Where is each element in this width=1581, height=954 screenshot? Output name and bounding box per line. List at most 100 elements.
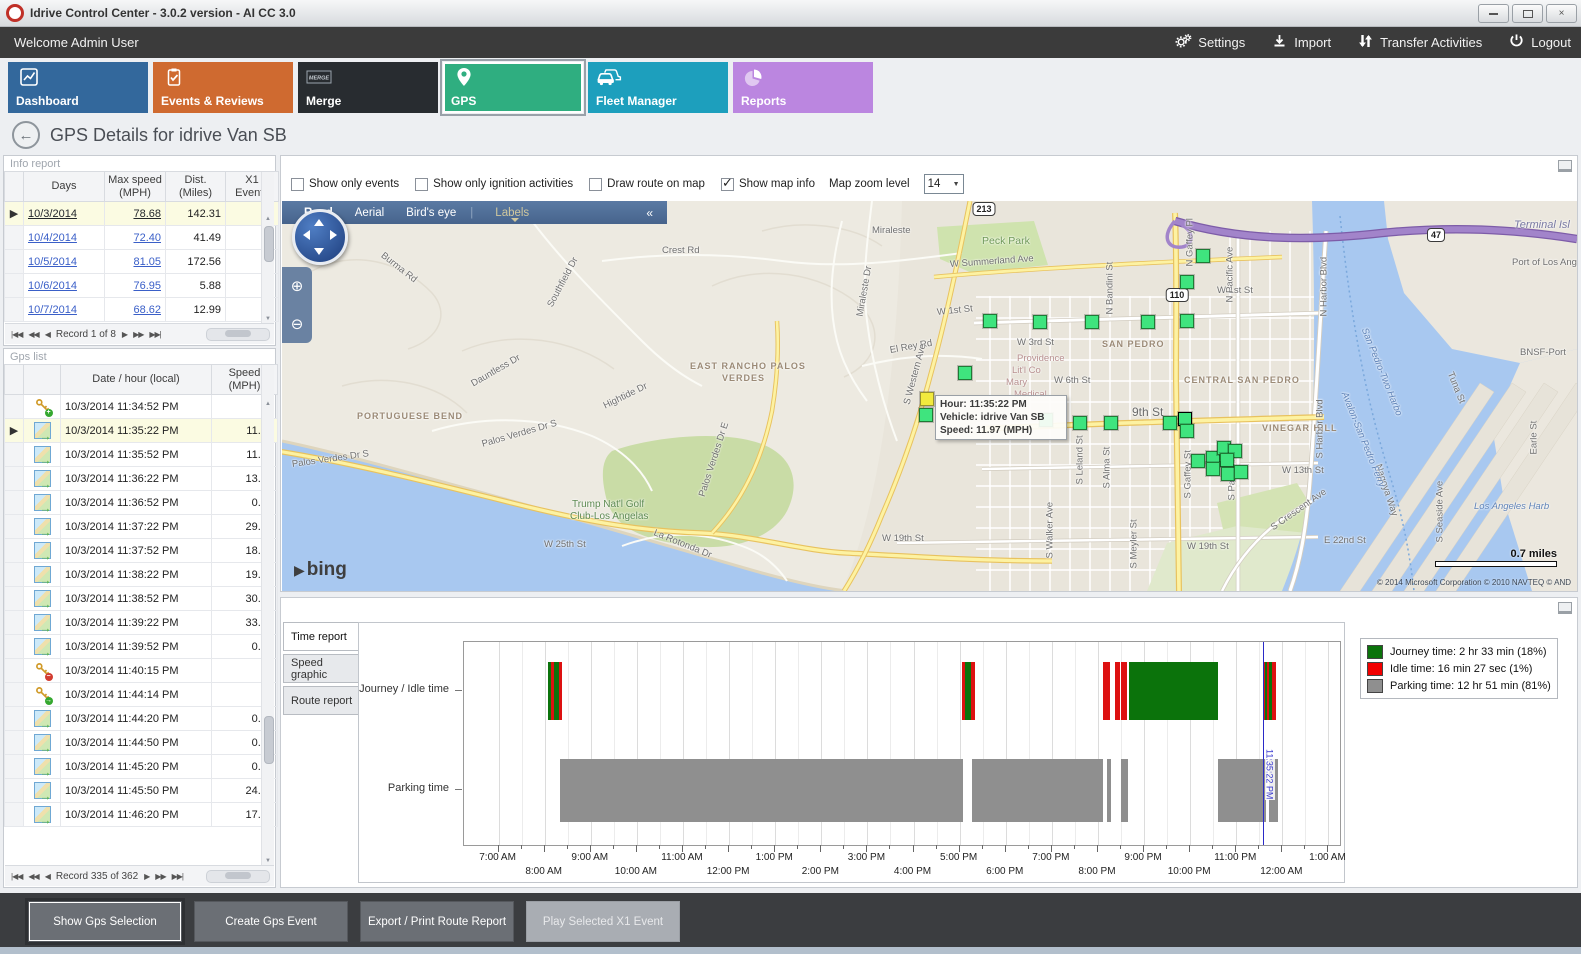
max-speed-link[interactable]: 68.62: [133, 303, 161, 316]
pager-prev-button[interactable]: ◀: [44, 329, 51, 339]
menu-action-settings[interactable]: Settings: [1175, 33, 1245, 52]
pan-south-icon[interactable]: [314, 248, 324, 260]
menu-action-transfer[interactable]: Transfer Activities: [1357, 33, 1482, 52]
table-row[interactable]: −10/3/2014 11:40:15 PM: [4, 658, 278, 684]
gps-scrollbar[interactable]: ▲ ▼: [261, 365, 274, 866]
footer-button-export-print-route-report[interactable]: Export / Print Route Report: [360, 901, 514, 942]
gps-marker[interactable]: [1220, 453, 1234, 467]
checkbox-show-only-events[interactable]: Show only events: [291, 177, 399, 191]
max-speed-link[interactable]: 76.95: [133, 279, 161, 292]
pager-prev-button[interactable]: ◀: [44, 871, 51, 881]
map-style-birdseye[interactable]: Bird's eye: [406, 206, 457, 219]
gps-marker[interactable]: [1085, 315, 1099, 329]
table-row[interactable]: → 10/3/2014 11:36:22 PM 13.28: [4, 466, 278, 492]
pager-last-button[interactable]: ▶▶|: [149, 329, 161, 339]
table-row[interactable]: 10/6/2014 76.95 5.88: [4, 273, 279, 299]
pan-west-icon[interactable]: [298, 230, 310, 240]
gps-marker[interactable]: [983, 314, 997, 328]
checkbox-draw-route-on-map[interactable]: Draw route on map: [589, 177, 705, 191]
gps-marker[interactable]: [1163, 416, 1177, 430]
table-row[interactable]: ▶ 10/3/2014 78.68 142.31: [4, 201, 279, 227]
table-row[interactable]: →10/3/2014 11:44:20 PM0.00: [4, 706, 278, 732]
footer-button-create-gps-event[interactable]: Create Gps Event: [194, 901, 348, 942]
checkbox-show-map-info[interactable]: Show map info: [720, 175, 815, 191]
table-row[interactable]: → 10/3/2014 11:38:22 PM 19.70: [4, 562, 278, 588]
checkbox-box[interactable]: [291, 177, 304, 191]
table-row[interactable]: → 10/3/2014 11:45:50 PM 24.75: [4, 778, 278, 804]
pager-last-button[interactable]: ▶▶|: [171, 871, 184, 881]
zoom-in-button[interactable]: ⊕: [290, 278, 304, 295]
pager-fastnext-button[interactable]: ▶▶: [155, 871, 166, 881]
tab-time-report[interactable]: Time report: [283, 622, 361, 651]
table-row[interactable]: → 10/3/2014 11:46:20 PM 17.93: [4, 802, 278, 828]
checkbox-box[interactable]: [415, 177, 429, 191]
table-row[interactable]: →10/3/2014 11:44:50 PM0.00: [4, 730, 278, 756]
checkbox-box[interactable]: [589, 177, 603, 191]
tab-events[interactable]: Events & Reviews: [153, 62, 293, 113]
tab-route-report[interactable]: Route report: [283, 686, 359, 715]
table-row[interactable]: 10/5/2014 81.05 172.56: [4, 249, 279, 275]
table-row[interactable]: ▶ → 10/3/2014 11:35:22 PM 11.97: [4, 418, 278, 444]
day-link[interactable]: 10/4/2014: [28, 231, 77, 244]
pager-fastnext-button[interactable]: ▶▶: [133, 329, 144, 339]
table-row[interactable]: →10/3/2014 11:39:52 PM0.00: [4, 634, 278, 660]
gps-marker[interactable]: [1206, 462, 1220, 476]
pager-next-button[interactable]: ▶: [121, 329, 128, 339]
close-button[interactable]: ×: [1546, 4, 1577, 23]
tab-dashboard[interactable]: Dashboard: [8, 62, 148, 113]
max-speed-link[interactable]: 72.40: [133, 231, 161, 244]
table-row[interactable]: +10/3/2014 11:34:52 PM: [4, 394, 278, 420]
menu-action-import[interactable]: Import: [1271, 33, 1331, 52]
table-row[interactable]: → 10/3/2014 11:37:22 PM 29.05: [4, 514, 278, 540]
gps-marker[interactable]: [1180, 314, 1194, 328]
pager-first-button[interactable]: |◀◀: [11, 329, 23, 339]
horizontal-scrollbar[interactable]: [206, 869, 270, 883]
table-row[interactable]: → 10/3/2014 11:44:14 PM: [4, 682, 278, 708]
table-row[interactable]: 10/4/2014 72.40 41.49: [4, 225, 279, 251]
max-speed-link[interactable]: 81.05: [133, 255, 161, 268]
pager-fastprev-button[interactable]: ◀◀: [28, 871, 39, 881]
maximize-button[interactable]: [1512, 4, 1543, 23]
horizontal-scrollbar[interactable]: [206, 327, 270, 341]
footer-button-show-gps-selection[interactable]: Show Gps Selection: [28, 901, 182, 942]
gps-marker[interactable]: [1234, 465, 1248, 479]
gps-marker[interactable]: [1180, 275, 1194, 289]
gps-marker[interactable]: [1073, 416, 1087, 430]
menu-action-logout[interactable]: Logout: [1508, 33, 1571, 52]
tab-fleet[interactable]: Fleet Manager: [588, 62, 728, 113]
checkbox-box[interactable]: [720, 175, 734, 191]
minimize-button[interactable]: [1478, 4, 1509, 23]
pager-first-button[interactable]: |◀◀: [11, 871, 23, 881]
gps-marker[interactable]: [1191, 454, 1205, 468]
map-style-labels[interactable]: Labels: [495, 206, 530, 222]
gps-marker[interactable]: [1033, 315, 1047, 329]
info-scrollbar[interactable]: ▲ ▼: [261, 172, 274, 324]
tab-merge[interactable]: MERGE Merge: [298, 62, 438, 113]
day-link[interactable]: 10/6/2014: [28, 279, 77, 292]
gps-marker[interactable]: [920, 392, 934, 406]
gps-marker[interactable]: [919, 408, 933, 422]
gps-marker[interactable]: [958, 366, 972, 380]
map-zoom-select[interactable]: 14 ▼: [923, 174, 964, 194]
collapse-toolbar-button[interactable]: «: [646, 205, 653, 220]
panel-maximize-button[interactable]: [1558, 160, 1572, 172]
tab-speed-graphic[interactable]: Speed graphic: [283, 654, 359, 683]
pager-next-button[interactable]: ▶: [144, 871, 150, 881]
gps-marker[interactable]: [1196, 249, 1210, 263]
day-link[interactable]: 10/5/2014: [28, 255, 77, 268]
map-compass-control[interactable]: [292, 209, 348, 265]
table-row[interactable]: 10/7/2014 68.62 12.99: [4, 297, 279, 323]
day-link[interactable]: 10/7/2014: [28, 303, 77, 316]
pager-fastprev-button[interactable]: ◀◀: [28, 329, 39, 339]
checkbox-show-only-ignition-activities[interactable]: Show only ignition activities: [415, 177, 573, 191]
gps-marker[interactable]: [1180, 424, 1194, 438]
pan-north-icon[interactable]: [314, 214, 324, 226]
back-button[interactable]: ←: [12, 121, 40, 149]
table-row[interactable]: →10/3/2014 11:36:52 PM0.00: [4, 490, 278, 516]
day-link[interactable]: 10/3/2014: [28, 207, 77, 220]
tab-gps[interactable]: GPS: [440, 59, 586, 116]
pan-east-icon[interactable]: [330, 230, 342, 240]
table-row[interactable]: →10/3/2014 11:45:20 PM0.00: [4, 754, 278, 780]
max-speed-link[interactable]: 78.68: [133, 207, 161, 220]
table-row[interactable]: → 10/3/2014 11:35:52 PM 11.47: [4, 442, 278, 468]
